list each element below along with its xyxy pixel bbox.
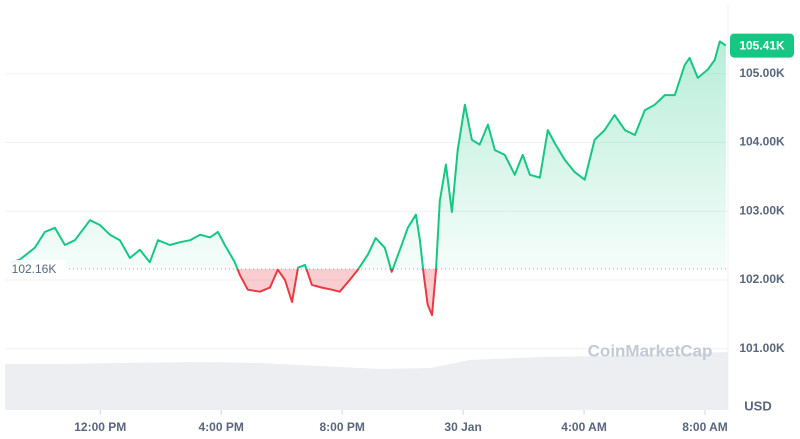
x-tick-label: 8:00 AM (682, 420, 728, 434)
price-line (9, 40, 727, 317)
y-tick-label: 103.00K (739, 203, 785, 217)
volume-area (5, 352, 728, 410)
y-tick-label: 102.00K (739, 272, 785, 286)
x-tick-label: 4:00 PM (199, 420, 244, 434)
baseline-label: 102.16K (12, 262, 57, 276)
x-tick-label: 30 Jan (444, 420, 481, 434)
x-tick-label: 12:00 PM (74, 420, 126, 434)
x-tick-label: 8:00 PM (319, 420, 364, 434)
x-tick-label: 4:00 AM (561, 420, 607, 434)
watermark: CoinMarketCap (588, 341, 713, 360)
y-tick-label: 101.00K (739, 341, 785, 355)
price-area (10, 41, 726, 316)
y-tick-label: 104.00K (739, 135, 785, 149)
last-price-box (730, 33, 794, 58)
y-unit: USD (744, 398, 771, 413)
baseline-label-bg (2, 260, 66, 279)
last-price-label: 105.41K (739, 39, 785, 53)
y-tick-label: 105.00K (739, 66, 785, 80)
